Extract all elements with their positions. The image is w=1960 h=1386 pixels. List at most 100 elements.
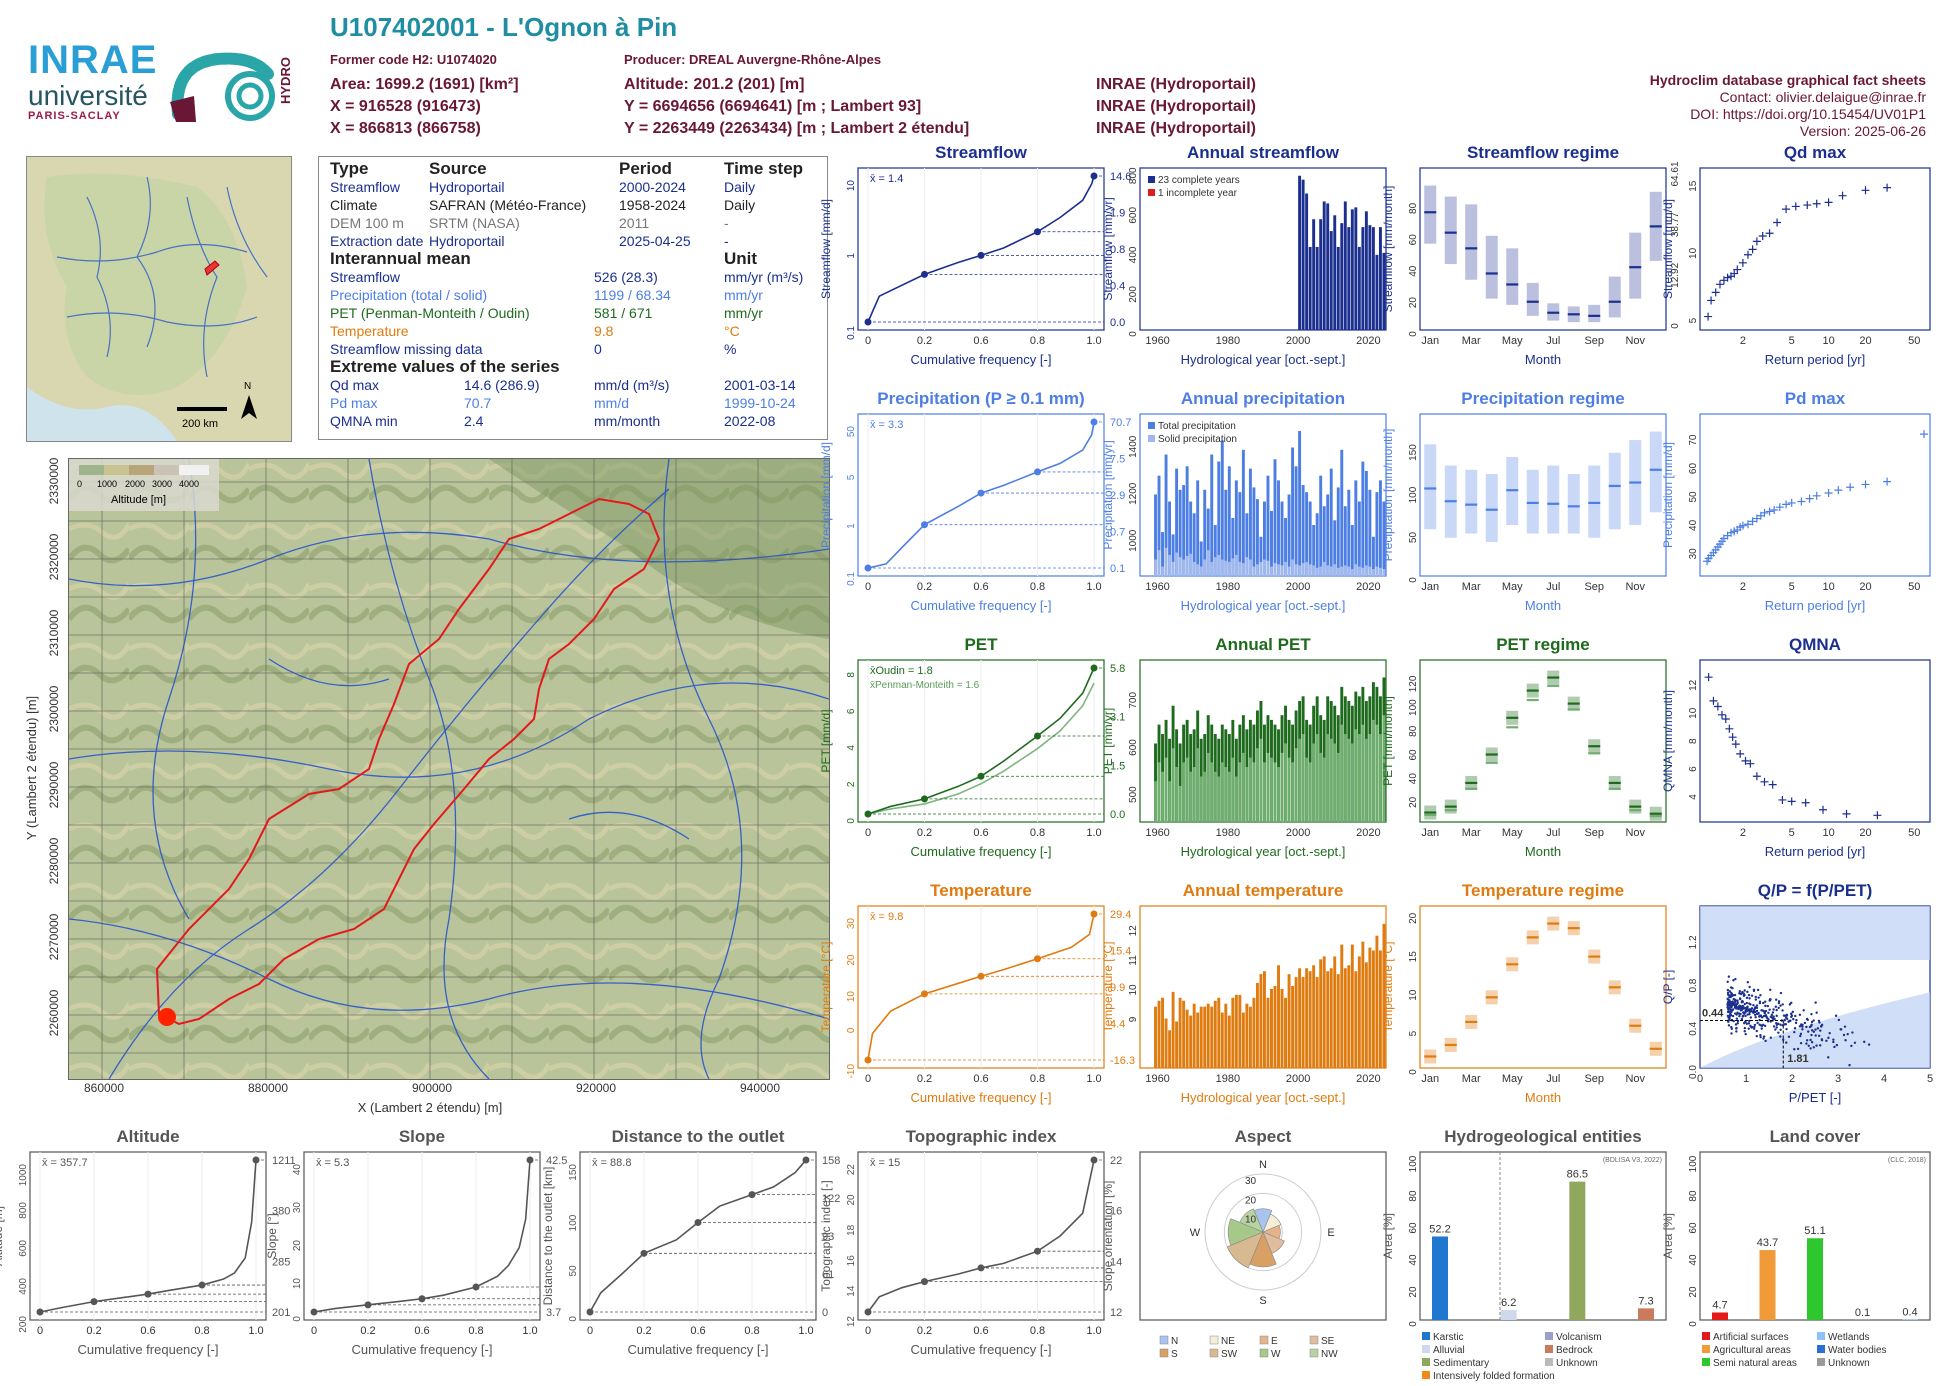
x-tick: 0	[37, 1325, 43, 1337]
solid-bar	[1238, 561, 1242, 576]
budyko-point	[1810, 1020, 1814, 1024]
solid-bar	[1350, 568, 1354, 576]
annual-bar	[1224, 489, 1228, 576]
quantile-point	[640, 1249, 648, 1257]
annual-bar-pm	[1248, 757, 1252, 822]
annual-bar	[1263, 971, 1266, 1068]
credits-block: Hydroclim database graphical fact sheets…	[1650, 72, 1926, 140]
chart-title: Streamflow regime	[1467, 143, 1619, 162]
annual-bar	[1375, 935, 1379, 1068]
budyko-point	[1812, 1019, 1815, 1022]
return-period-point	[1760, 508, 1769, 517]
y-tick: 80	[1688, 1190, 1699, 1202]
return-period-point	[1861, 186, 1870, 195]
annual-bar	[1347, 489, 1351, 576]
annual-bar	[1361, 941, 1365, 1068]
y-tick: 80	[1408, 1190, 1419, 1202]
legend-entry: Semi natural areas	[1713, 1358, 1797, 1369]
prec-cdf-chart: Precipitation (P ≥ 0.1 mm) Cumulative fre…	[819, 389, 1131, 613]
annual-bar	[1266, 997, 1270, 1068]
return-period-point	[1765, 229, 1774, 238]
pet-regime-chart: PET regime Month PET [mm/month] Jan Mar May Ju…	[1381, 635, 1667, 859]
col-timestep: Time step	[724, 159, 804, 178]
x-tick: 2	[1740, 581, 1746, 593]
y-tick: 6	[846, 708, 857, 714]
return-period-point	[1713, 702, 1722, 711]
return-period-point	[1775, 503, 1784, 512]
extreme-unit: mm/d (m³/s)	[594, 377, 670, 393]
annual-bar-pm	[1329, 738, 1333, 822]
annual-bar	[1168, 501, 1172, 576]
x-tick: 1960	[1145, 581, 1169, 593]
y-tick: 0.1	[846, 326, 857, 340]
mean-label: x̄ = 9.8	[870, 911, 903, 923]
temp-cdf-chart: Temperature Cumulative frequency [-] Tempe…	[819, 881, 1135, 1105]
regime-box	[1526, 282, 1539, 316]
y-tick: 0.4	[1688, 1021, 1699, 1035]
annual-bar-pm	[1333, 743, 1337, 822]
annual-bar	[1227, 1015, 1231, 1068]
quantile-label: 0.4	[1110, 281, 1125, 293]
x-tick: 20	[1859, 335, 1871, 347]
y-tick: 0	[568, 1316, 579, 1322]
annual-bar	[1329, 468, 1333, 576]
budyko-point	[1744, 1032, 1747, 1036]
budyko-point	[1730, 991, 1733, 995]
annual-bar-pm	[1375, 724, 1379, 822]
quantile-point	[90, 1298, 98, 1306]
budyko-point	[1785, 1041, 1788, 1044]
quantile-label: 93	[822, 1231, 834, 1243]
mean-unit: mm/yr (m³/s)	[724, 269, 804, 285]
return-period-point	[1738, 258, 1747, 267]
annual-bar-pm	[1185, 757, 1189, 822]
budyko-point	[1747, 1009, 1751, 1012]
budyko-point	[1727, 1020, 1730, 1024]
bar-value-label: 0.4	[1902, 1306, 1917, 1318]
x-tick: May	[1502, 1073, 1523, 1085]
quantile-point	[977, 251, 985, 259]
x-tick: 0.8	[1030, 1325, 1045, 1337]
y-tick: 30	[1688, 548, 1699, 560]
area-bar	[1432, 1236, 1448, 1320]
quantile-label: 1211	[272, 1155, 296, 1167]
y-tick: 20	[1408, 1286, 1419, 1298]
regime-box	[1424, 185, 1437, 244]
qd-max-chart: Qd max Return period [yr] Streamflow [mm/d…	[1661, 143, 1931, 367]
budyko-point	[1796, 1047, 1800, 1051]
budyko-point	[1736, 999, 1739, 1002]
solid-bar	[1171, 561, 1175, 576]
legend-entry: Total precipitation	[1158, 421, 1236, 432]
x-tick: Nov	[1625, 1073, 1645, 1085]
budyko-point	[1812, 1030, 1816, 1033]
budyko-point	[1757, 996, 1760, 999]
budyko-point	[1827, 1036, 1830, 1040]
contact[interactable]: Contact: olivier.delaigue@inrae.fr	[1719, 89, 1926, 105]
y-axis-label: Topographic index [-]	[819, 1180, 833, 1291]
quantile-label: 0.7	[1110, 527, 1125, 539]
annual-bar	[1168, 1030, 1172, 1068]
x-tick: 2	[1789, 1073, 1795, 1085]
return-period-point	[1861, 480, 1870, 489]
y-tick: 0	[1408, 577, 1419, 583]
budyko-point	[1731, 1008, 1735, 1011]
page-title: U107402001 - L'Ognon à Pin	[330, 12, 678, 42]
x-tick: 2020	[1356, 1073, 1380, 1085]
cdf-line	[867, 421, 1095, 569]
solid-bar	[1263, 559, 1266, 576]
budyko-point	[1783, 1023, 1786, 1026]
extreme-name: QMNA min	[330, 413, 398, 429]
annual-bar-pm	[1347, 738, 1351, 822]
solid-bar	[1382, 568, 1386, 576]
doi-link[interactable]: DOI: https://doi.org/10.15454/UV01P1	[1690, 106, 1926, 122]
annual-bar	[1361, 227, 1365, 330]
quantile-point	[748, 1191, 756, 1199]
annual-bar-pm	[1203, 771, 1207, 822]
annual-bar	[1224, 1003, 1228, 1068]
budyko-point	[1781, 1038, 1785, 1041]
budyko-point	[1785, 1014, 1789, 1017]
x-tick: 2000	[1286, 581, 1310, 593]
budyko-point	[1790, 1012, 1793, 1015]
return-period-point	[1791, 202, 1800, 211]
version: Version: 2025-06-26	[1799, 123, 1926, 139]
x-tick: 0.2	[917, 335, 932, 347]
